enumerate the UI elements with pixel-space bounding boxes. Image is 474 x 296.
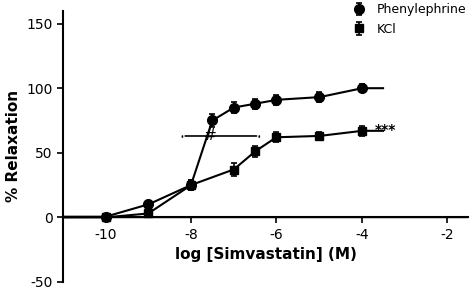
Y-axis label: % Relaxation: % Relaxation bbox=[6, 90, 20, 202]
X-axis label: log [Simvastatin] (M): log [Simvastatin] (M) bbox=[175, 247, 356, 262]
Text: #: # bbox=[204, 128, 217, 144]
Text: ***: *** bbox=[374, 123, 396, 136]
Legend: Phenylephrine, KCl: Phenylephrine, KCl bbox=[348, 3, 466, 36]
